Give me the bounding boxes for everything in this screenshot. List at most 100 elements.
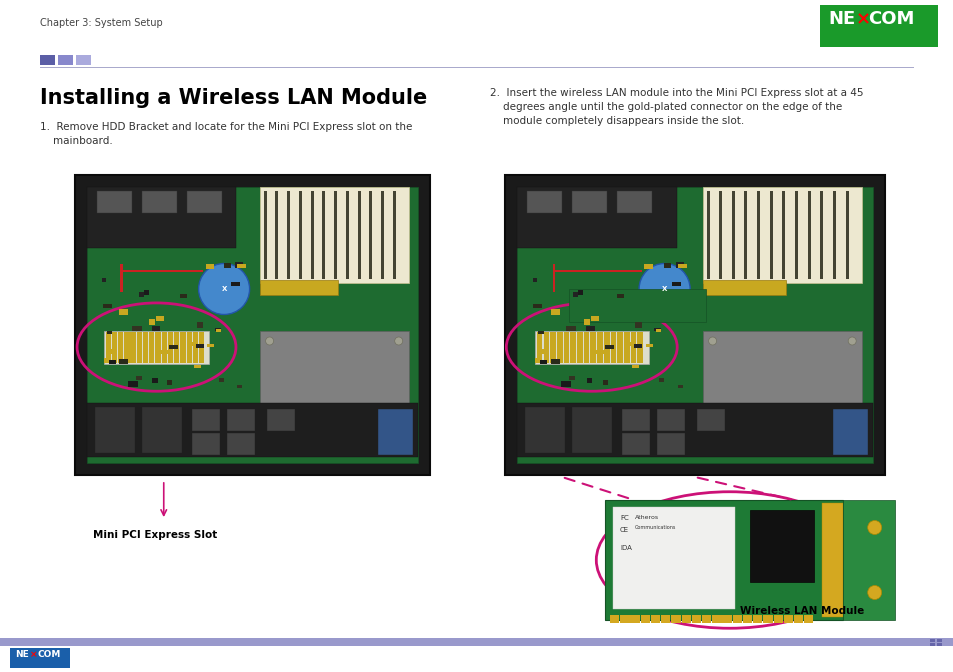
Bar [841, 500, 894, 620]
Bar [152, 326, 160, 331]
Bar [199, 331, 204, 363]
Bar [188, 342, 193, 346]
Bar [537, 331, 543, 334]
Bar [160, 350, 169, 353]
Bar [654, 328, 660, 331]
Bar [604, 500, 841, 620]
Bar [517, 187, 677, 248]
Bar [677, 264, 686, 267]
Bar [517, 403, 872, 457]
Text: Wireless LAN Module: Wireless LAN Module [740, 605, 863, 616]
Bar [107, 331, 112, 334]
Bar [263, 191, 266, 279]
Bar [621, 409, 649, 431]
Bar [643, 264, 652, 269]
Circle shape [847, 337, 855, 345]
Bar [572, 407, 612, 453]
Bar [552, 264, 555, 292]
Text: ×: × [855, 10, 870, 28]
Bar [142, 407, 182, 453]
Bar [617, 294, 623, 298]
Bar [633, 344, 641, 348]
Bar [550, 331, 556, 363]
Bar [131, 331, 135, 363]
Circle shape [395, 422, 402, 430]
Bar [678, 385, 682, 388]
Bar [103, 304, 112, 308]
Bar [757, 191, 760, 279]
Bar [155, 331, 160, 363]
Bar [832, 409, 867, 455]
Bar [267, 409, 294, 431]
Bar [551, 309, 559, 314]
Bar [613, 507, 734, 609]
Bar [701, 331, 862, 436]
Bar [621, 433, 649, 455]
Bar [517, 187, 872, 463]
Bar [552, 269, 641, 272]
Bar [635, 323, 641, 328]
Text: Mini PCI Express Slot: Mini PCI Express Slot [92, 530, 216, 540]
Bar [640, 615, 649, 623]
Bar [119, 359, 129, 364]
Bar [526, 191, 561, 213]
Bar [691, 615, 700, 623]
Bar [568, 289, 705, 323]
Text: 1.  Remove HDD Bracket and locate for the Mini PCI Express slot on the
    mainb: 1. Remove HDD Bracket and locate for the… [40, 122, 412, 146]
Bar [236, 264, 246, 267]
Bar [844, 191, 847, 279]
Bar [287, 191, 290, 279]
Bar [124, 331, 130, 363]
Bar [369, 191, 372, 279]
Bar [820, 191, 822, 279]
Bar [572, 191, 606, 213]
Bar [701, 615, 711, 623]
Bar [534, 358, 540, 363]
Bar [87, 187, 417, 463]
Bar [187, 331, 192, 363]
Bar [139, 292, 144, 296]
Circle shape [395, 337, 402, 345]
Bar [227, 409, 254, 431]
Bar [590, 331, 596, 363]
Bar [393, 191, 395, 279]
Bar [187, 191, 222, 213]
Bar [193, 331, 198, 363]
Bar [155, 316, 164, 321]
Text: Communications: Communications [635, 525, 676, 530]
Bar [235, 262, 243, 267]
Bar [537, 349, 544, 354]
Bar [152, 378, 157, 384]
Bar [87, 187, 235, 248]
Bar [803, 615, 813, 623]
Bar [672, 282, 680, 286]
Bar [617, 331, 622, 363]
Bar [783, 615, 792, 623]
Text: NE: NE [15, 650, 29, 659]
Bar [76, 55, 91, 65]
Bar [597, 331, 602, 363]
Bar [821, 503, 841, 617]
Bar [762, 615, 772, 623]
Bar [381, 191, 384, 279]
Bar [132, 326, 142, 331]
Bar [646, 343, 653, 347]
Bar [102, 278, 106, 282]
Bar [630, 615, 639, 623]
Bar [680, 615, 690, 623]
Bar [504, 175, 884, 475]
Circle shape [198, 263, 250, 314]
Bar [752, 615, 761, 623]
Bar [721, 615, 731, 623]
Bar [236, 385, 242, 388]
Bar [136, 331, 142, 363]
Bar [109, 360, 116, 364]
Bar [660, 615, 670, 623]
Bar [563, 331, 569, 363]
Bar [578, 290, 582, 295]
Bar [224, 263, 231, 268]
Bar [167, 380, 172, 385]
Bar [719, 191, 721, 279]
Text: Installing a Wireless LAN Module: Installing a Wireless LAN Module [40, 88, 427, 108]
Bar [936, 639, 941, 642]
